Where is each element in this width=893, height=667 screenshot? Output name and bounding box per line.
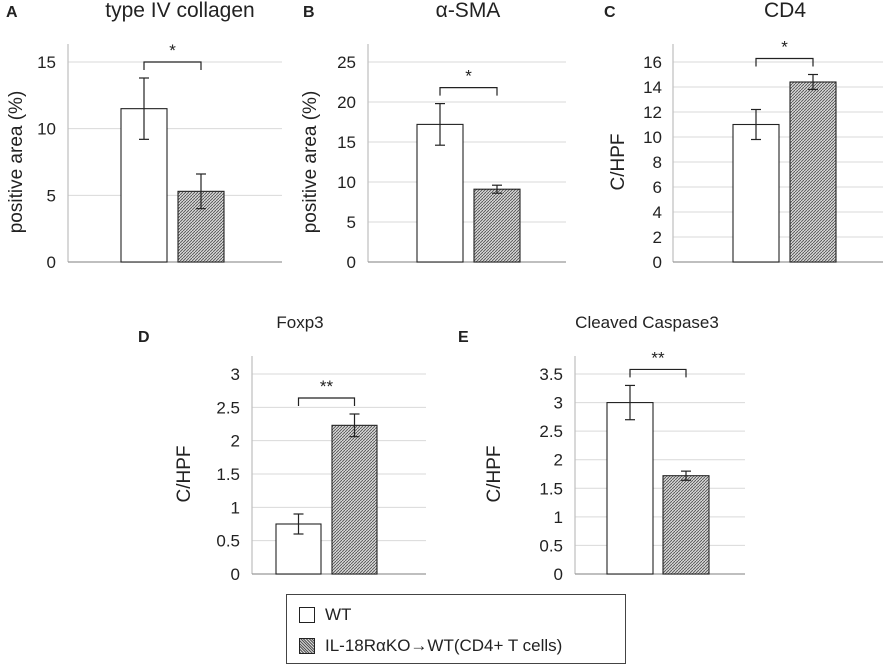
- panel-label: C: [604, 4, 616, 21]
- y-axis-label: positive area (%): [300, 91, 321, 234]
- chart-panel-b: 0 5 10 15 20 25 * B α-SMA positive area (%): [300, 0, 566, 272]
- chart-panel-e: 0 0.5 1 1.5 2 2.5 3 3.5 ** E Cleaved Caspase3 C/HPF: [458, 313, 745, 584]
- y-tick-label: 2: [231, 432, 240, 451]
- y-tick-label: 1: [554, 508, 563, 527]
- y-tick-label: 4: [653, 203, 662, 222]
- significance-label: *: [781, 38, 788, 57]
- significance-label: *: [169, 41, 176, 60]
- panel-label: D: [138, 329, 150, 346]
- chart-title: type IV collagen: [105, 0, 254, 22]
- y-axis-label: C/HPF: [484, 446, 505, 503]
- y-tick-label: 10: [337, 173, 356, 192]
- significance-bracket: [297, 397, 356, 406]
- y-tick-label: 0.5: [216, 532, 240, 551]
- y-tick-label: 6: [653, 178, 662, 197]
- y-tick-label: 0: [347, 253, 356, 272]
- significance-label: *: [465, 67, 472, 86]
- legend-swatch-open: [299, 607, 315, 623]
- significance-bracket: [143, 61, 202, 70]
- panel-label: B: [303, 4, 315, 21]
- chart-title: CD4: [764, 0, 806, 22]
- significance-bracket: [755, 57, 814, 67]
- legend: WT IL-18RαKO→WT(CD4+ T cells): [286, 594, 626, 664]
- y-tick-label: 0: [653, 253, 662, 272]
- chart-panel-d: 0 0.5 1 1.5 2 2.5 3 ** D Foxp3 C/HPF: [138, 313, 426, 584]
- panel-label: A: [6, 4, 18, 21]
- chart-title: Foxp3: [276, 313, 323, 332]
- y-tick-label: 0: [554, 565, 563, 584]
- y-tick-label: 2.5: [216, 398, 240, 417]
- y-axis-label: positive area (%): [6, 91, 27, 234]
- chart-panel-c: 0 2 4 6 8 10 12 14 16 * C CD4 C/HPF: [604, 0, 883, 272]
- y-tick-label: 12: [643, 103, 662, 122]
- y-tick-label: 5: [347, 213, 356, 232]
- y-tick-label: 14: [643, 78, 662, 97]
- y-tick-label: 2: [653, 228, 662, 247]
- y-tick-label: 1.5: [539, 479, 563, 498]
- legend-item-wt: WT: [299, 605, 351, 625]
- legend-swatch-hatched: [299, 638, 315, 654]
- significance-bracket: [439, 87, 498, 96]
- y-tick-label: 3: [554, 394, 563, 413]
- bar-ko: [473, 188, 521, 263]
- legend-label-ko: IL-18RαKO→WT(CD4+ T cells): [325, 636, 563, 655]
- y-axis-label: C/HPF: [174, 446, 195, 503]
- chart-title: α-SMA: [436, 0, 501, 22]
- y-tick-label: 0.5: [539, 536, 563, 555]
- y-tick-label: 15: [37, 53, 56, 72]
- bar-wt: [732, 123, 780, 263]
- y-tick-label: 2.5: [539, 422, 563, 441]
- y-tick-label: 8: [653, 153, 662, 172]
- bar-ko: [662, 475, 710, 575]
- y-tick-label: 3.5: [539, 365, 563, 384]
- legend-item-ko: IL-18RαKO→WT(CD4+ T cells): [299, 636, 562, 656]
- y-tick-label: 0: [47, 253, 56, 272]
- bar-ko: [789, 81, 837, 263]
- y-tick-label: 1.5: [216, 465, 240, 484]
- y-tick-label: 1: [231, 498, 240, 517]
- y-tick-label: 20: [337, 93, 356, 112]
- y-axis-label: C/HPF: [608, 134, 629, 191]
- y-tick-label: 10: [643, 128, 662, 147]
- y-tick-label: 3: [231, 365, 240, 384]
- y-tick-label: 25: [337, 53, 356, 72]
- bar-wt: [606, 402, 654, 575]
- y-tick-label: 10: [37, 120, 56, 139]
- bar-ko: [331, 424, 378, 575]
- significance-label: **: [320, 377, 334, 396]
- y-tick-label: 15: [337, 133, 356, 152]
- chart-title: Cleaved Caspase3: [575, 313, 719, 332]
- y-tick-label: 0: [231, 565, 240, 584]
- y-tick-label: 2: [554, 451, 563, 470]
- y-tick-label: 16: [643, 53, 662, 72]
- significance-bracket: [629, 368, 687, 378]
- y-tick-label: 5: [47, 186, 56, 205]
- panel-label: E: [458, 329, 469, 346]
- chart-panel-a: 0 5 10 15 * A type IV collagen positive area (%…: [6, 0, 282, 272]
- legend-label-wt: WT: [325, 605, 352, 624]
- significance-label: **: [651, 348, 665, 367]
